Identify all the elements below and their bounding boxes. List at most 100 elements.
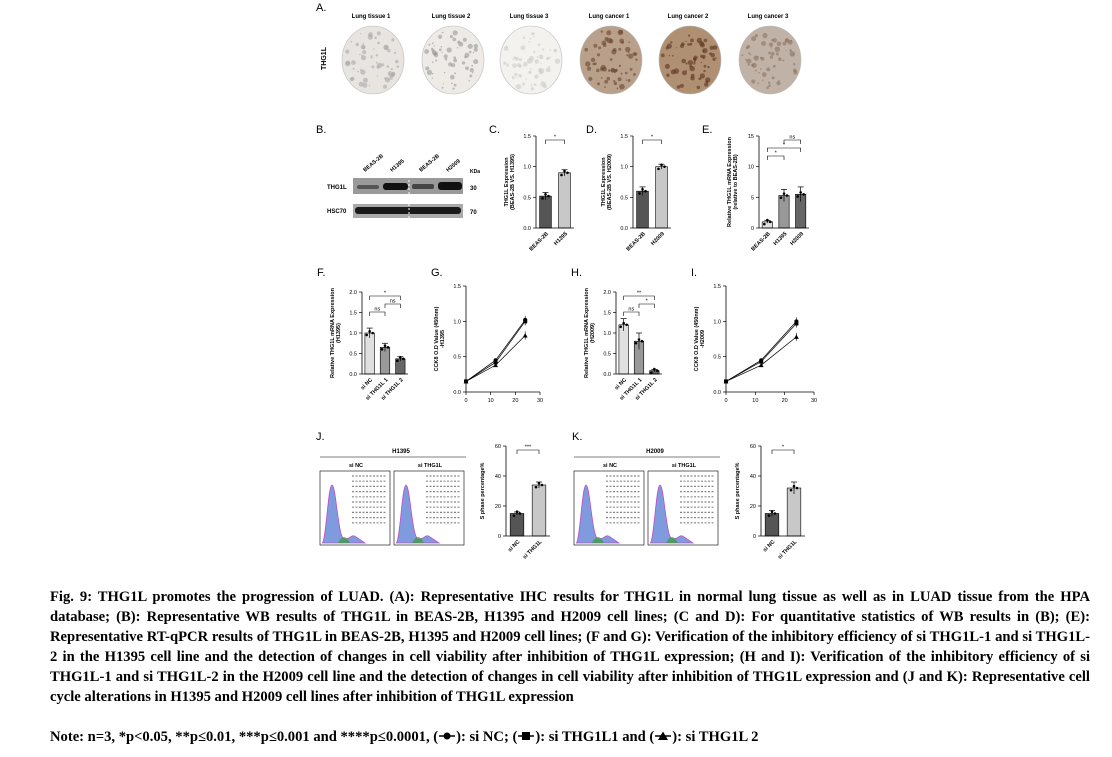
- data-point: [515, 510, 519, 513]
- data-point: [399, 355, 402, 359]
- data-point: [789, 488, 793, 492]
- significance-label: *: [775, 151, 778, 157]
- y-axis-label: -H2009: [700, 330, 706, 348]
- data-point: [656, 369, 659, 373]
- y-tick-label: 60: [750, 444, 756, 450]
- y-axis-label: (H1395): [336, 323, 342, 343]
- bar: [655, 166, 668, 229]
- series-marker: [723, 379, 729, 384]
- note-l2: ): si THG1L 2: [672, 729, 759, 745]
- wb-kda-label: KDa: [470, 169, 480, 175]
- significance-label: ns: [628, 307, 634, 313]
- ihc-column-label: Lung cancer 1: [588, 14, 630, 20]
- data-point: [773, 512, 777, 515]
- significance-label: **: [637, 291, 642, 297]
- y-tick-label: 40: [495, 474, 501, 480]
- y-tick-label: 1.5: [523, 134, 531, 140]
- y-tick-label: 1.0: [713, 319, 721, 325]
- x-tick-label: si NC: [762, 539, 776, 553]
- data-point: [653, 367, 656, 371]
- data-point: [534, 485, 538, 489]
- y-tick-label: 1.0: [603, 331, 611, 337]
- significance-label: *: [554, 135, 557, 141]
- x-tick-label: BEAS-2B: [750, 231, 771, 252]
- y-tick-label: 15: [748, 134, 754, 140]
- chart-h: H. 0.0 0.5 1.0 1.5 2.0 Relative THG1L mRNA Exp…: [571, 267, 662, 402]
- y-tick-label: 1.5: [620, 134, 628, 140]
- data-point: [792, 484, 796, 488]
- chart-i: I. 0.0 0.5 1.0 1.5 CCK8 O.D Value (450nm) -H20…: [691, 267, 817, 404]
- flow-s-phase-area: [666, 537, 678, 543]
- data-point: [637, 338, 641, 341]
- panel-label: I.: [691, 267, 697, 279]
- chart-k2: 0 20 40 60 S phase percentage% si NC si THG1L *: [735, 444, 805, 560]
- data-point: [650, 371, 653, 374]
- flow-histogram-curve: [395, 484, 441, 544]
- note-nc: ): si NC; (: [456, 729, 518, 745]
- x-tick-label: H2009: [650, 231, 666, 247]
- data-point: [625, 323, 628, 327]
- flow-histogram-curve: [575, 484, 621, 544]
- data-point: [763, 222, 766, 226]
- x-tick-label: H1395: [553, 231, 569, 247]
- significance-bracket: [767, 147, 801, 152]
- y-tick-label: 1.0: [620, 165, 628, 171]
- y-axis-label: Relative THG1L mRNA Expression: [584, 287, 590, 378]
- y-tick-label: 0: [498, 534, 501, 540]
- wb-lane-label: BEAS-2B: [362, 153, 384, 173]
- ihc-core-image: [341, 25, 405, 95]
- x-tick-label: 20: [512, 398, 518, 404]
- data-point: [619, 325, 622, 329]
- y-tick-label: 1.5: [603, 311, 611, 317]
- ihc-core-image: [421, 25, 485, 95]
- wb-band-3: [412, 184, 434, 189]
- data-point: [386, 346, 390, 349]
- flow-panel-k: H2009 si NC si THG1L: [573, 449, 720, 546]
- y-tick-label: 20: [495, 504, 501, 510]
- series-marker: [758, 362, 764, 368]
- x-tick-label: 30: [537, 398, 543, 404]
- panel-label: F.: [317, 267, 326, 279]
- bar: [764, 513, 780, 537]
- y-tick-label: 0.0: [453, 390, 461, 396]
- y-tick-label: 1.0: [349, 331, 357, 337]
- flow-title: H2009: [646, 449, 664, 455]
- data-point: [802, 192, 805, 196]
- significance-bracket: [369, 311, 386, 316]
- data-point: [638, 192, 641, 195]
- significance-label: *: [782, 445, 785, 451]
- panel-label: D.: [586, 124, 597, 136]
- si-thg1l2-legend-icon: [655, 731, 672, 740]
- significance-label: ns: [390, 299, 396, 305]
- significance-label: *: [783, 143, 786, 149]
- y-axis-label: -H1395: [440, 330, 446, 348]
- y-axis-label: CCK8 O.D Value (450nm): [434, 306, 440, 371]
- data-point: [657, 167, 660, 171]
- ihc-column-label: Lung tissue 2: [431, 14, 471, 20]
- data-point: [560, 173, 563, 177]
- wb-row-hsc70: HSC70: [327, 209, 347, 215]
- y-axis-label: (relative to BEAS-2B): [733, 154, 739, 209]
- bar: [558, 172, 571, 229]
- y-axis-label: (H2009): [590, 323, 596, 343]
- x-tick-label: 0: [724, 398, 727, 404]
- ihc-core-image: [499, 25, 563, 95]
- significance-bracket: [767, 155, 785, 160]
- y-axis-label: S phase percentage%: [480, 462, 486, 519]
- y-axis-label: Relative THG1L mRNA Expression: [727, 136, 733, 227]
- panel-j-label: J.: [316, 431, 325, 443]
- x-tick-label: BEAS-2B: [626, 231, 647, 252]
- ihc-column-label: Lung tissue 1: [351, 14, 391, 20]
- panel-a-label: A.: [316, 2, 327, 14]
- significance-label: *: [384, 291, 387, 297]
- y-tick-label: 40: [750, 474, 756, 480]
- data-point: [544, 192, 547, 196]
- data-point: [779, 196, 783, 200]
- x-tick-label: 0: [464, 398, 467, 404]
- y-tick-label: 1.0: [453, 319, 461, 325]
- ihc-core-image: [738, 25, 802, 95]
- significance-bracket: [771, 449, 795, 454]
- data-point: [644, 189, 647, 193]
- y-tick-label: 1.5: [453, 284, 461, 290]
- panel-label: C.: [489, 124, 500, 136]
